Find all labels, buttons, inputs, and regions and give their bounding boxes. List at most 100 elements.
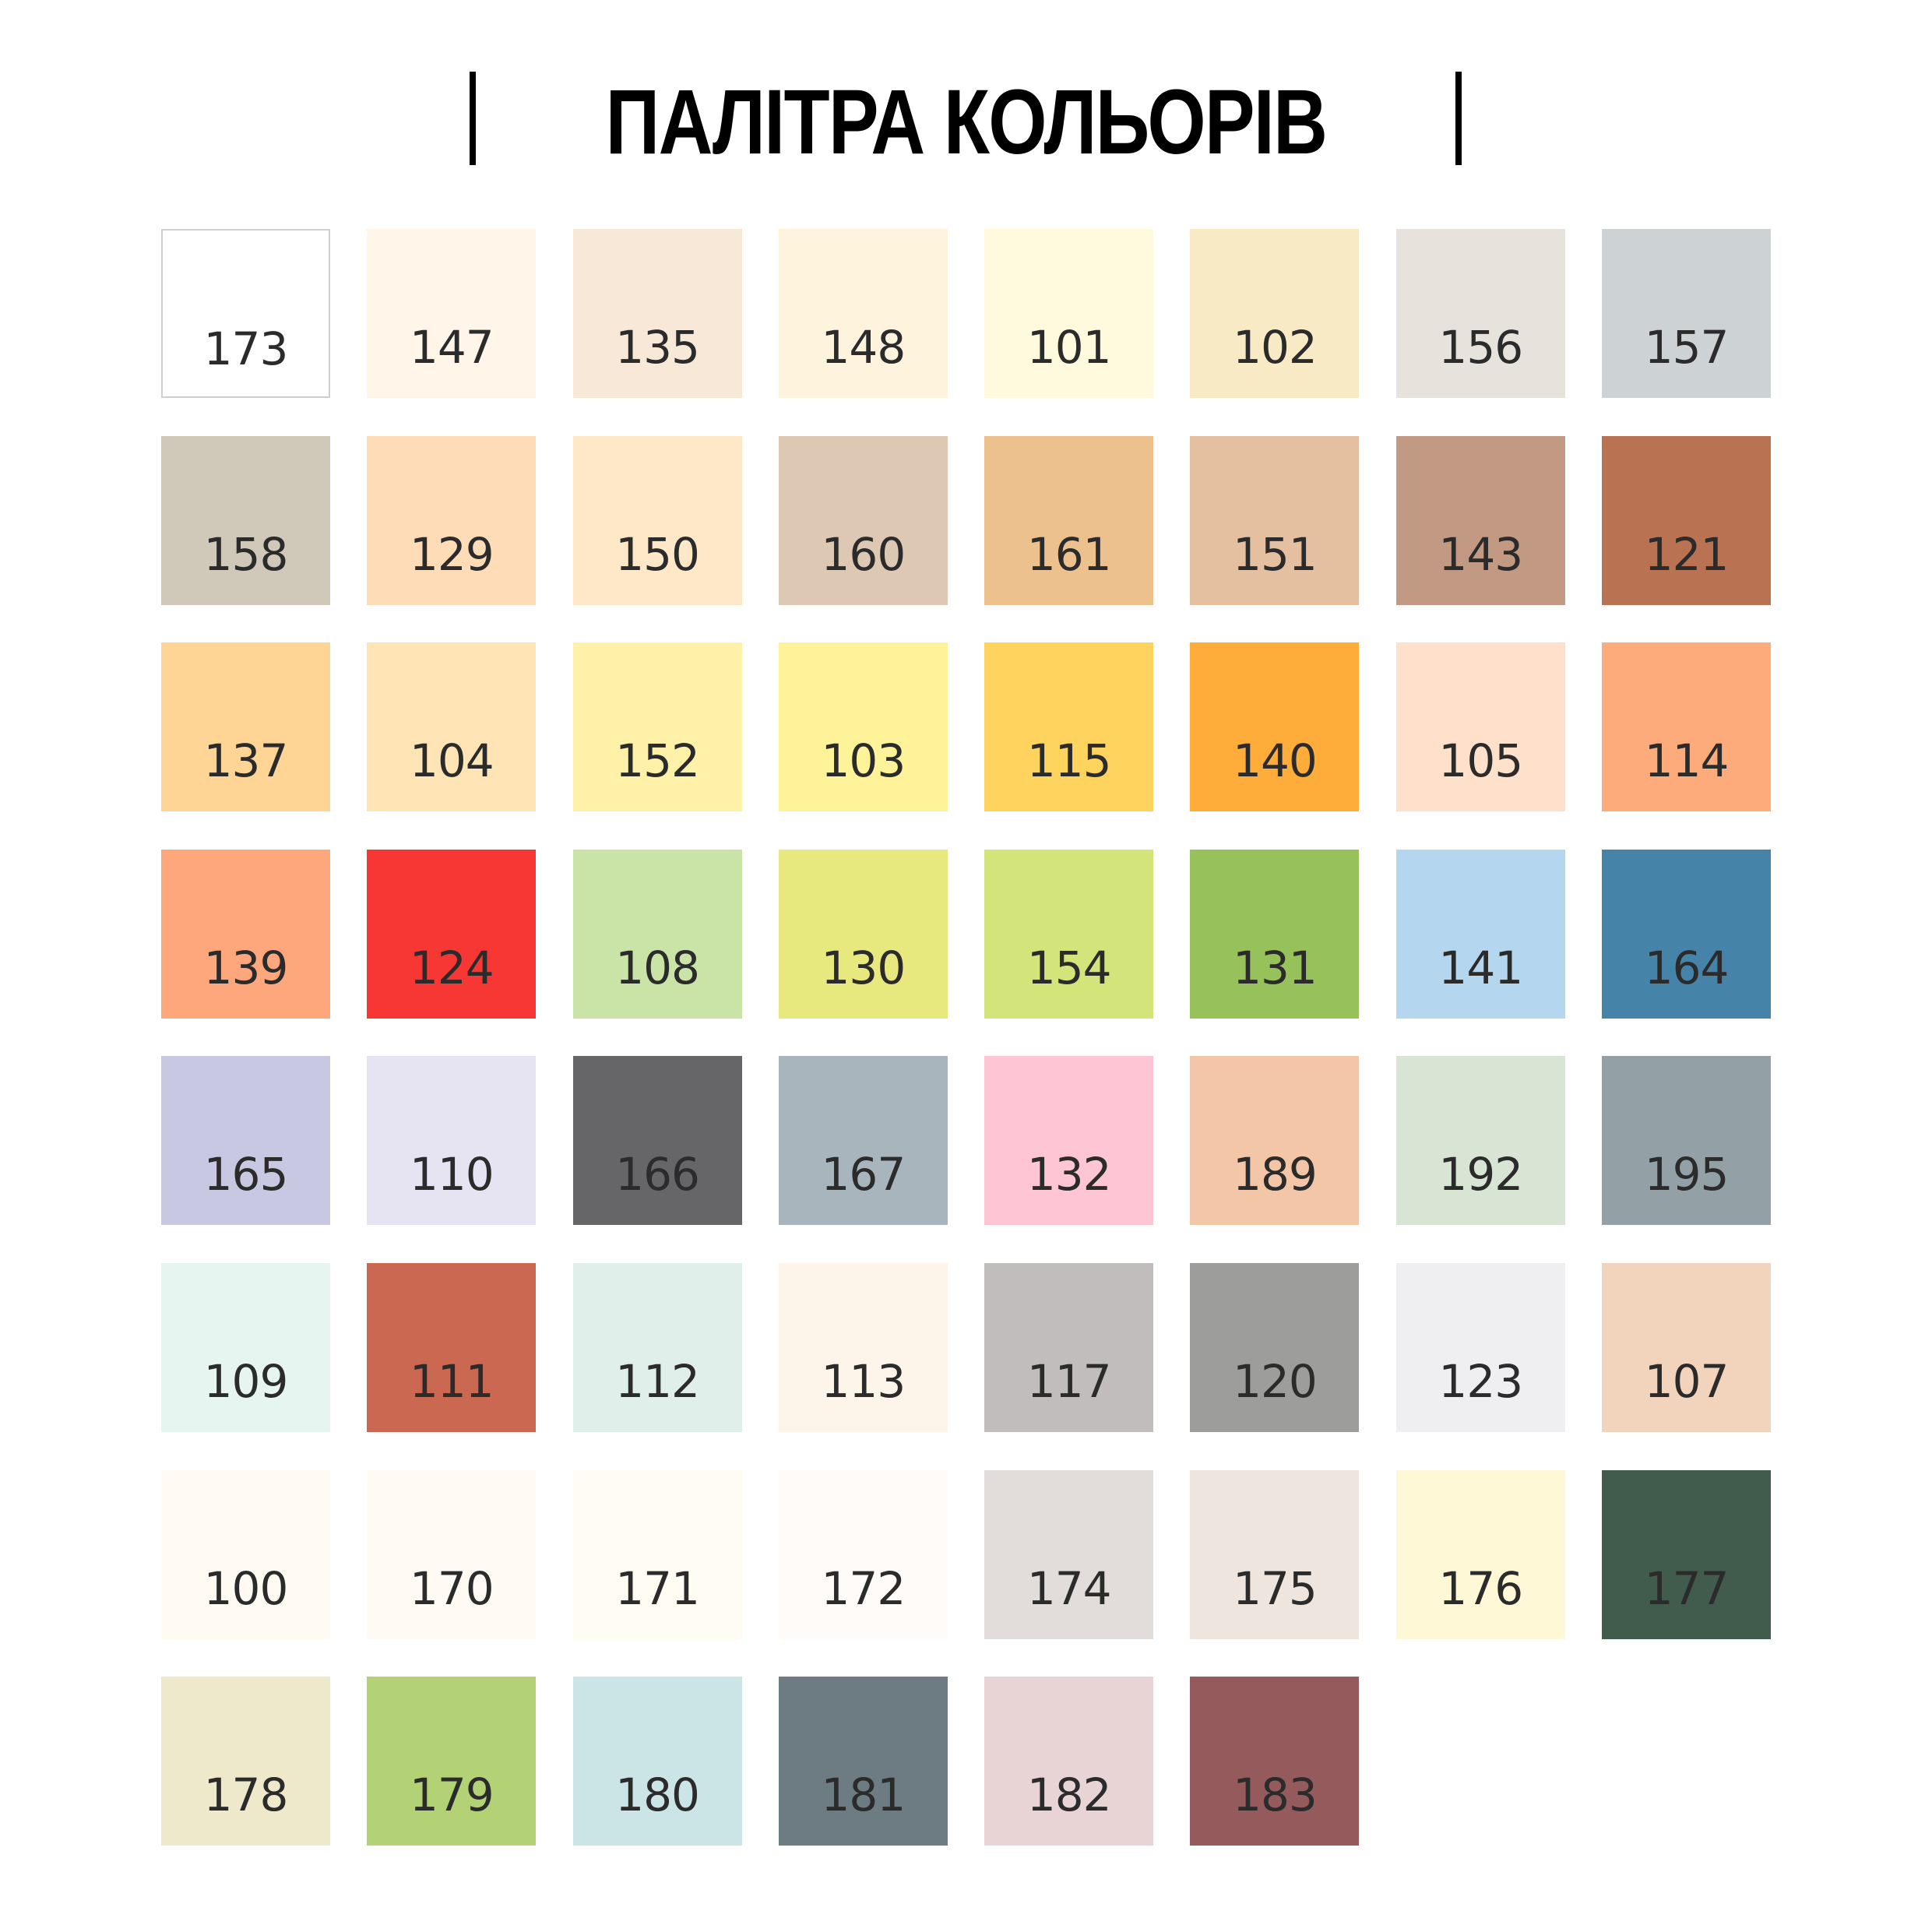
swatch-code-label: 166 [615, 1148, 700, 1202]
swatch-code-label: 164 [1644, 941, 1730, 994]
swatch-code-label: 108 [615, 941, 700, 994]
swatch-code-label: 172 [821, 1561, 906, 1615]
color-swatch-120: 120 [1190, 1262, 1360, 1432]
color-swatch-167: 167 [778, 1056, 948, 1226]
color-swatch-140: 140 [1190, 642, 1360, 812]
color-swatch-151: 151 [1190, 435, 1360, 605]
color-swatch-192: 192 [1395, 1056, 1565, 1226]
color-swatch-173: 173 [161, 229, 330, 398]
swatch-code-label: 112 [615, 1354, 700, 1408]
swatch-code-label: 100 [203, 1561, 289, 1615]
color-swatch-158: 158 [161, 435, 330, 605]
color-swatch-141: 141 [1395, 849, 1565, 1019]
swatch-code-label: 152 [615, 734, 700, 788]
swatch-code-label: 183 [1233, 1768, 1318, 1822]
color-swatch-131: 131 [1190, 849, 1360, 1019]
color-swatch-109: 109 [161, 1262, 330, 1432]
swatch-code-label: 111 [409, 1354, 494, 1408]
swatch-code-label: 189 [1233, 1148, 1318, 1202]
color-swatch-123: 123 [1395, 1262, 1565, 1432]
color-swatch-103: 103 [778, 642, 948, 812]
swatch-code-label: 130 [821, 941, 906, 994]
color-swatch-176: 176 [1395, 1469, 1565, 1639]
swatch-code-label: 150 [615, 527, 700, 581]
swatch-code-label: 195 [1644, 1148, 1730, 1202]
color-swatch-170: 170 [367, 1469, 537, 1639]
swatch-code-label: 120 [1233, 1354, 1318, 1408]
swatch-code-label: 179 [409, 1768, 494, 1822]
color-swatch-102: 102 [1190, 229, 1360, 398]
swatch-code-label: 105 [1438, 734, 1523, 788]
color-swatch-124: 124 [367, 849, 537, 1019]
color-swatch-180: 180 [572, 1677, 742, 1846]
swatch-code-label: 148 [821, 321, 906, 374]
color-swatch-171: 171 [572, 1469, 742, 1639]
swatch-code-label: 160 [821, 527, 906, 581]
swatch-code-label: 102 [1233, 321, 1318, 374]
swatch-code-label: 104 [409, 734, 494, 788]
swatch-code-label: 110 [409, 1148, 494, 1202]
color-swatch-108: 108 [572, 849, 742, 1019]
swatch-code-label: 182 [1026, 1768, 1112, 1822]
color-swatch-154: 154 [984, 849, 1154, 1019]
swatch-code-label: 171 [615, 1561, 700, 1615]
swatch-code-label: 140 [1233, 734, 1318, 788]
color-swatch-135: 135 [572, 229, 742, 398]
swatch-code-label: 167 [821, 1148, 906, 1202]
color-swatch-165: 165 [161, 1056, 330, 1226]
swatch-code-label: 107 [1644, 1354, 1730, 1408]
color-swatch-177: 177 [1602, 1469, 1772, 1639]
color-swatch-195: 195 [1602, 1056, 1772, 1226]
color-swatch-172: 172 [778, 1469, 948, 1639]
color-swatch-114: 114 [1602, 642, 1772, 812]
color-swatch-152: 152 [572, 642, 742, 812]
color-swatch-105: 105 [1395, 642, 1565, 812]
swatch-code-label: 132 [1026, 1148, 1112, 1202]
swatch-code-label: 178 [203, 1768, 289, 1822]
swatch-code-label: 158 [203, 527, 289, 581]
color-swatch-104: 104 [367, 642, 537, 812]
color-swatch-137: 137 [161, 642, 330, 812]
color-swatch-156: 156 [1395, 229, 1565, 398]
color-swatch-112: 112 [572, 1262, 742, 1432]
color-swatch-139: 139 [161, 849, 330, 1019]
swatch-code-label: 174 [1026, 1561, 1112, 1615]
swatch-code-label: 173 [203, 322, 289, 375]
color-swatch-130: 130 [778, 849, 948, 1019]
color-swatch-175: 175 [1190, 1469, 1360, 1639]
swatch-code-label: 141 [1438, 941, 1523, 994]
color-swatch-grid: 173 147 135 148 101 102 156 157 158 129 150 160 161 1… [161, 229, 1772, 1846]
color-swatch-147: 147 [367, 229, 537, 398]
swatch-code-label: 115 [1026, 734, 1112, 788]
swatch-code-label: 109 [203, 1354, 289, 1408]
swatch-code-label: 101 [1026, 321, 1112, 374]
swatch-code-label: 175 [1233, 1561, 1318, 1615]
color-swatch-110: 110 [367, 1056, 537, 1226]
swatch-code-label: 165 [203, 1148, 289, 1202]
swatch-code-label: 117 [1026, 1354, 1112, 1408]
color-swatch-174: 174 [984, 1469, 1154, 1639]
swatch-code-label: 161 [1026, 527, 1112, 581]
swatch-code-label: 156 [1438, 321, 1523, 374]
swatch-code-label: 139 [203, 941, 289, 994]
color-swatch-117: 117 [984, 1262, 1154, 1432]
color-swatch-164: 164 [1602, 849, 1772, 1019]
swatch-code-label: 114 [1644, 734, 1730, 788]
swatch-code-label: 121 [1644, 527, 1730, 581]
color-swatch-143: 143 [1395, 435, 1565, 605]
swatch-code-label: 123 [1438, 1354, 1523, 1408]
color-swatch-107: 107 [1602, 1262, 1772, 1432]
page-title: ПАЛІТРА КОЛЬОРІВ [605, 71, 1328, 174]
color-swatch-100: 100 [161, 1469, 330, 1639]
swatch-code-label: 192 [1438, 1148, 1523, 1202]
swatch-code-label: 113 [821, 1354, 906, 1408]
swatch-code-label: 181 [821, 1768, 906, 1822]
swatch-code-label: 170 [409, 1561, 494, 1615]
color-swatch-161: 161 [984, 435, 1154, 605]
swatch-code-label: 177 [1644, 1561, 1730, 1615]
swatch-code-label: 151 [1233, 527, 1318, 581]
color-swatch-132: 132 [984, 1056, 1154, 1226]
swatch-code-label: 180 [615, 1768, 700, 1822]
color-swatch-189: 189 [1190, 1056, 1360, 1226]
color-swatch-148: 148 [778, 229, 948, 398]
